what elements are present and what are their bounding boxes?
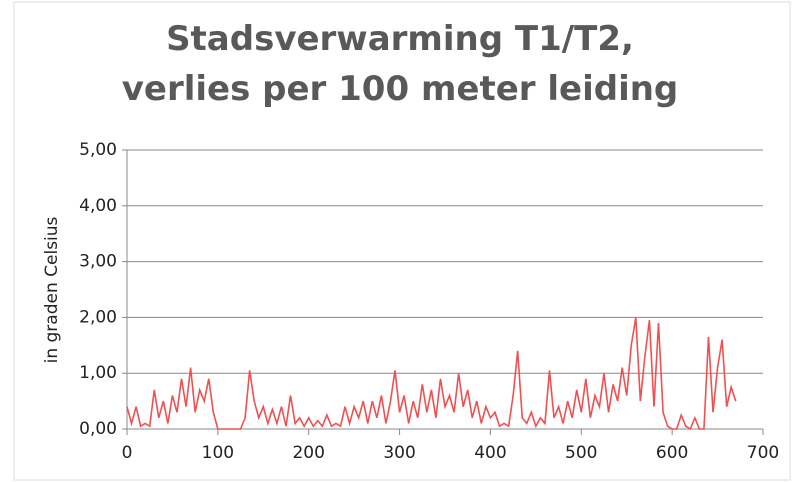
x-tick-label: 700 <box>747 443 779 463</box>
y-axis-label: in graden Celsius <box>42 216 62 363</box>
x-tick-label: 200 <box>292 443 324 463</box>
data-line <box>126 317 737 431</box>
y-tick-label: 3,00 <box>79 252 117 272</box>
y-tick-label: 1,00 <box>79 363 117 383</box>
x-tick-label: 500 <box>565 443 597 463</box>
chart-border <box>13 1 791 481</box>
y-tick-label: 4,00 <box>79 196 117 216</box>
x-tick-label: 0 <box>122 443 133 463</box>
x-tick-label: 100 <box>202 443 234 463</box>
x-tick-label: 400 <box>474 443 506 463</box>
chart-title: Stadsverwarming T1/T2, verlies per 100 m… <box>121 19 679 109</box>
y-tick-label: 0,00 <box>79 419 117 439</box>
x-tick-label: 300 <box>383 443 415 463</box>
y-tick-label: 2,00 <box>79 307 117 327</box>
x-tick-label: 600 <box>656 443 688 463</box>
y-tick-label: 5,00 <box>79 140 117 160</box>
